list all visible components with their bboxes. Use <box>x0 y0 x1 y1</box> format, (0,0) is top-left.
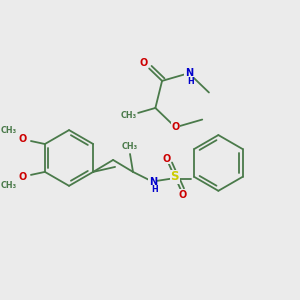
Text: CH₃: CH₃ <box>122 142 138 151</box>
Text: O: O <box>19 172 27 182</box>
Text: S: S <box>171 170 179 183</box>
Text: O: O <box>163 154 171 164</box>
Text: O: O <box>179 190 187 200</box>
Text: O: O <box>171 122 180 132</box>
Text: N: N <box>185 68 193 78</box>
Text: O: O <box>139 58 148 68</box>
Text: CH₃: CH₃ <box>121 111 137 120</box>
Text: H: H <box>152 185 158 194</box>
Text: H: H <box>188 76 194 85</box>
Text: N: N <box>149 177 157 187</box>
Text: O: O <box>19 134 27 144</box>
Text: CH₃: CH₃ <box>1 181 17 190</box>
Text: CH₃: CH₃ <box>1 126 17 135</box>
